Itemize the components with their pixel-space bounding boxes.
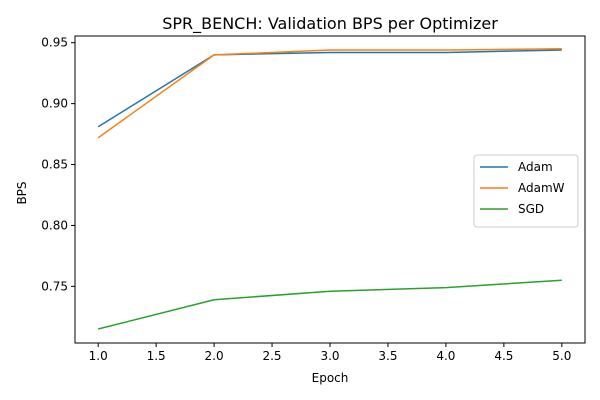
- x-tick-label: 2.0: [205, 349, 224, 363]
- y-axis-ticks: 0.75 0.80 0.85 0.90 0.95: [41, 36, 75, 293]
- series-line-adamw: [97, 48, 562, 139]
- y-tick-label: 0.90: [41, 97, 68, 111]
- series-line-adam: [97, 49, 562, 128]
- x-tick-label: 4.5: [494, 349, 513, 363]
- x-tick-label: 2.5: [262, 349, 281, 363]
- x-tick-label: 1.5: [147, 349, 166, 363]
- x-tick-label: 3.5: [378, 349, 397, 363]
- legend: Adam AdamW SGD: [473, 154, 579, 228]
- y-tick-label: 0.95: [41, 36, 68, 50]
- x-tick-label: 3.0: [320, 349, 339, 363]
- x-axis-ticks: 1.0 1.5 2.0 2.5 3.0 3.5 4.0 4.5 5.0: [89, 343, 571, 363]
- y-tick-label: 0.75: [41, 279, 68, 293]
- legend-label: Adam: [518, 160, 553, 174]
- y-tick-label: 0.85: [41, 158, 68, 172]
- y-tick-label: 0.80: [41, 218, 68, 232]
- series-line-sgd: [97, 279, 562, 330]
- x-axis-label: Epoch: [312, 371, 349, 385]
- x-tick-label: 1.0: [89, 349, 108, 363]
- x-tick-label: 5.0: [552, 349, 571, 363]
- series-lines: [97, 48, 562, 330]
- legend-label: AdamW: [518, 181, 565, 195]
- y-axis-label: BPS: [15, 181, 29, 204]
- legend-label: SGD: [518, 202, 544, 216]
- chart-title: SPR_BENCH: Validation BPS per Optimizer: [162, 14, 498, 34]
- x-tick-label: 4.0: [436, 349, 455, 363]
